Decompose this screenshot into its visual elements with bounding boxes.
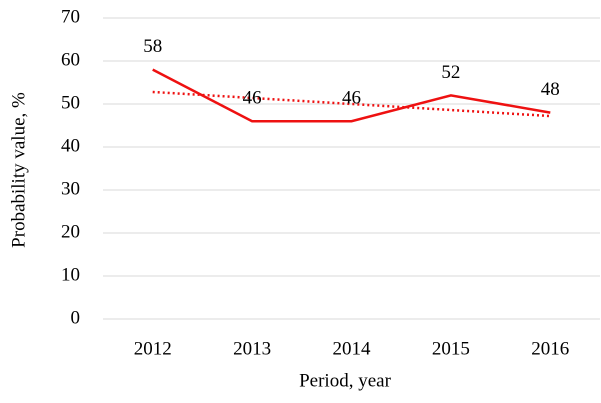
x-axis-title: Period, year bbox=[299, 370, 391, 391]
x-tick-label: 2016 bbox=[531, 338, 569, 359]
data-label: 48 bbox=[541, 79, 560, 100]
data-label: 46 bbox=[243, 88, 262, 109]
y-tick-label: 40 bbox=[61, 135, 80, 156]
y-tick-label: 30 bbox=[61, 178, 80, 199]
data-label: 52 bbox=[441, 62, 460, 83]
x-tick-label: 2013 bbox=[233, 338, 271, 359]
data-label: 46 bbox=[342, 88, 361, 109]
y-tick-label: 70 bbox=[61, 6, 80, 27]
y-tick-label: 0 bbox=[71, 307, 81, 328]
x-tick-label: 2015 bbox=[432, 338, 470, 359]
trend-line bbox=[152, 90, 551, 118]
y-axis-title: Probability value, % bbox=[8, 92, 29, 248]
x-tick-label: 2012 bbox=[134, 338, 172, 359]
y-tick-label: 50 bbox=[61, 92, 80, 113]
y-tick-label: 10 bbox=[61, 264, 80, 285]
data-label: 58 bbox=[143, 36, 162, 57]
data-line bbox=[152, 68, 551, 123]
y-tick-label: 20 bbox=[61, 221, 80, 242]
y-tick-label: 60 bbox=[61, 49, 80, 70]
x-tick-label: 2014 bbox=[333, 338, 372, 359]
